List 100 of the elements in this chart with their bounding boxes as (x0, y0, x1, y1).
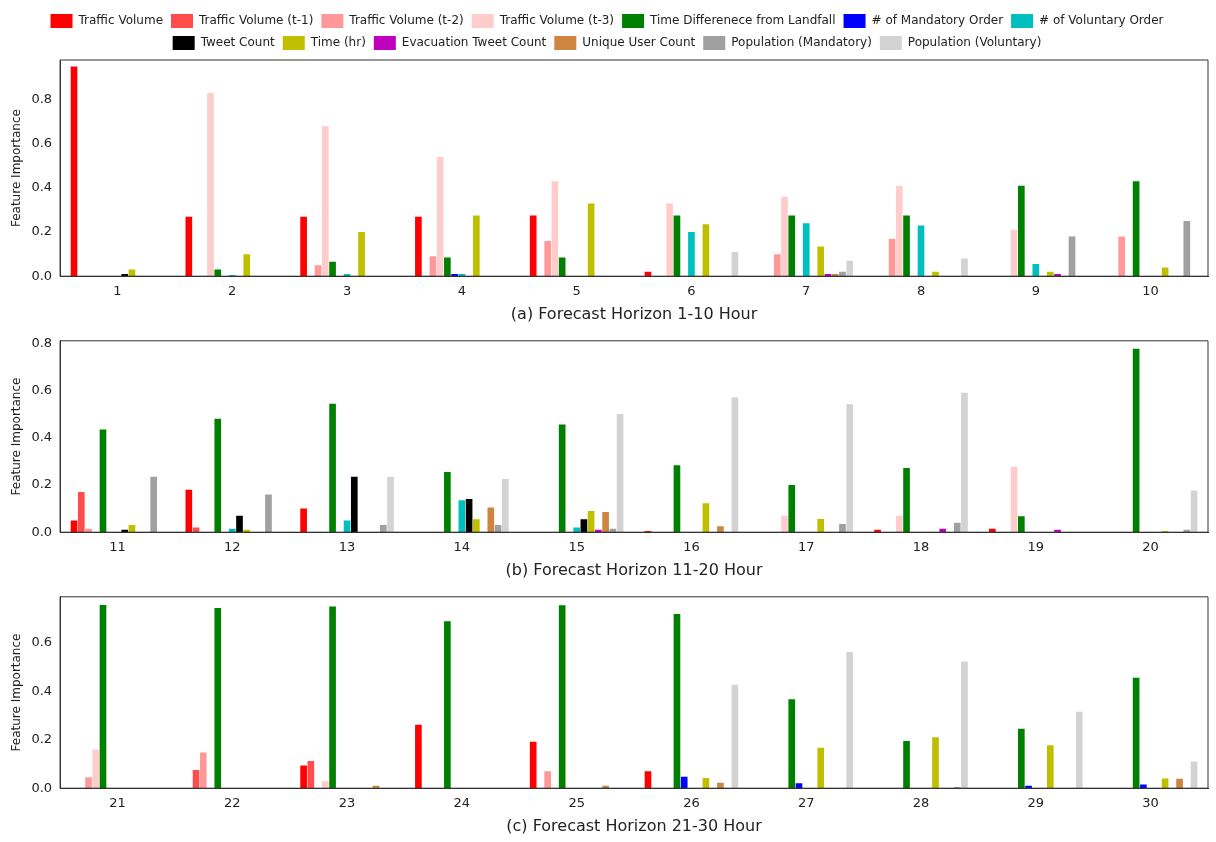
legend-label: Time Differenece from Landfall (649, 13, 836, 28)
bar (343, 520, 351, 533)
bar (1075, 711, 1083, 789)
bar (1018, 728, 1025, 789)
bar (70, 66, 78, 277)
bar (350, 476, 358, 533)
bar (961, 258, 968, 277)
bar (666, 203, 674, 277)
y-tick-label: 0.4 (31, 179, 53, 195)
x-tick-label: 4 (457, 283, 466, 299)
bar (702, 503, 710, 533)
x-tick-label: 23 (338, 795, 356, 811)
x-tick-label: 7 (802, 283, 811, 299)
x-axis-title: (a) Forecast Horizon 1-10 Hour (510, 303, 758, 323)
x-tick-label: 14 (453, 539, 471, 555)
bar (322, 126, 329, 277)
bar (932, 737, 939, 789)
legend-label: # of Mandatory Order (871, 13, 1004, 28)
x-tick-label: 9 (1031, 283, 1040, 299)
x-tick-label: 5 (572, 283, 581, 299)
bar (1018, 516, 1025, 533)
bar (1054, 273, 1061, 277)
bar (529, 215, 537, 277)
y-axis-title: Feature Importance (9, 633, 24, 752)
bar (1118, 236, 1125, 277)
y-tick-label: 0.8 (31, 334, 53, 350)
bar (70, 520, 78, 533)
bar (903, 740, 910, 789)
bar (895, 515, 903, 533)
bar (529, 741, 537, 789)
bar (781, 515, 788, 533)
bar (85, 777, 92, 789)
bar (1046, 745, 1054, 789)
bar (903, 215, 910, 277)
bar (788, 484, 796, 533)
x-tick-label: 30 (1142, 795, 1159, 811)
bar (1032, 264, 1040, 277)
bar (788, 699, 796, 789)
bar (731, 684, 739, 789)
bar (932, 271, 939, 277)
x-tick-label: 25 (568, 795, 585, 811)
bar (773, 254, 781, 277)
legend-label: Traffic Volume (t-3) (498, 13, 615, 28)
bar (265, 494, 272, 533)
bar (458, 500, 466, 533)
bar (214, 607, 222, 789)
x-tick-label: 10 (1142, 283, 1159, 299)
y-tick-label: 0.2 (31, 223, 53, 239)
bar (1176, 778, 1183, 789)
y-tick-label: 0.4 (31, 429, 53, 445)
bar (587, 203, 595, 277)
bar (243, 254, 251, 277)
x-tick-label: 1 (113, 283, 122, 299)
bar (831, 273, 839, 277)
bar (1161, 267, 1169, 277)
legend-label: Unique User Count (582, 35, 696, 50)
bar (558, 605, 566, 789)
bar (961, 392, 968, 533)
bar (961, 661, 968, 789)
bar (846, 404, 853, 533)
bar (1132, 181, 1140, 277)
x-tick-label: 18 (912, 539, 930, 555)
bar (358, 232, 365, 277)
x-tick-label: 3 (342, 283, 352, 299)
bar (444, 257, 451, 277)
bar (802, 223, 810, 277)
legend-label: Traffic Volume (t-1) (198, 13, 314, 28)
bar (379, 525, 387, 533)
bar (77, 492, 85, 533)
bar (688, 232, 695, 277)
bar (92, 749, 100, 789)
y-axis-title: Feature Importance (9, 109, 24, 228)
bar (680, 776, 688, 789)
x-tick-label: 26 (683, 795, 700, 811)
bar (307, 761, 315, 789)
x-tick-label: 2 (228, 283, 237, 299)
bar (895, 185, 903, 277)
bar (673, 614, 681, 789)
x-tick-label: 13 (338, 539, 356, 555)
bar (817, 518, 825, 533)
x-tick-label: 28 (912, 795, 930, 811)
x-axis-title: (c) Forecast Horizon 21-30 Hour (506, 815, 763, 835)
bar (788, 215, 796, 277)
bar (1018, 185, 1025, 277)
bar (573, 527, 580, 533)
x-tick-label: 8 (916, 283, 926, 299)
bar (903, 467, 910, 533)
x-tick-label: 12 (223, 539, 241, 555)
bar (846, 260, 853, 277)
bar (150, 476, 158, 533)
bar (444, 621, 451, 789)
bar (436, 157, 444, 277)
bar (673, 465, 681, 533)
bar (314, 265, 322, 277)
bar (501, 479, 509, 533)
bar (1046, 271, 1054, 277)
bar (839, 271, 846, 277)
bar (99, 605, 107, 789)
bar (1132, 348, 1140, 533)
bar (415, 216, 422, 277)
